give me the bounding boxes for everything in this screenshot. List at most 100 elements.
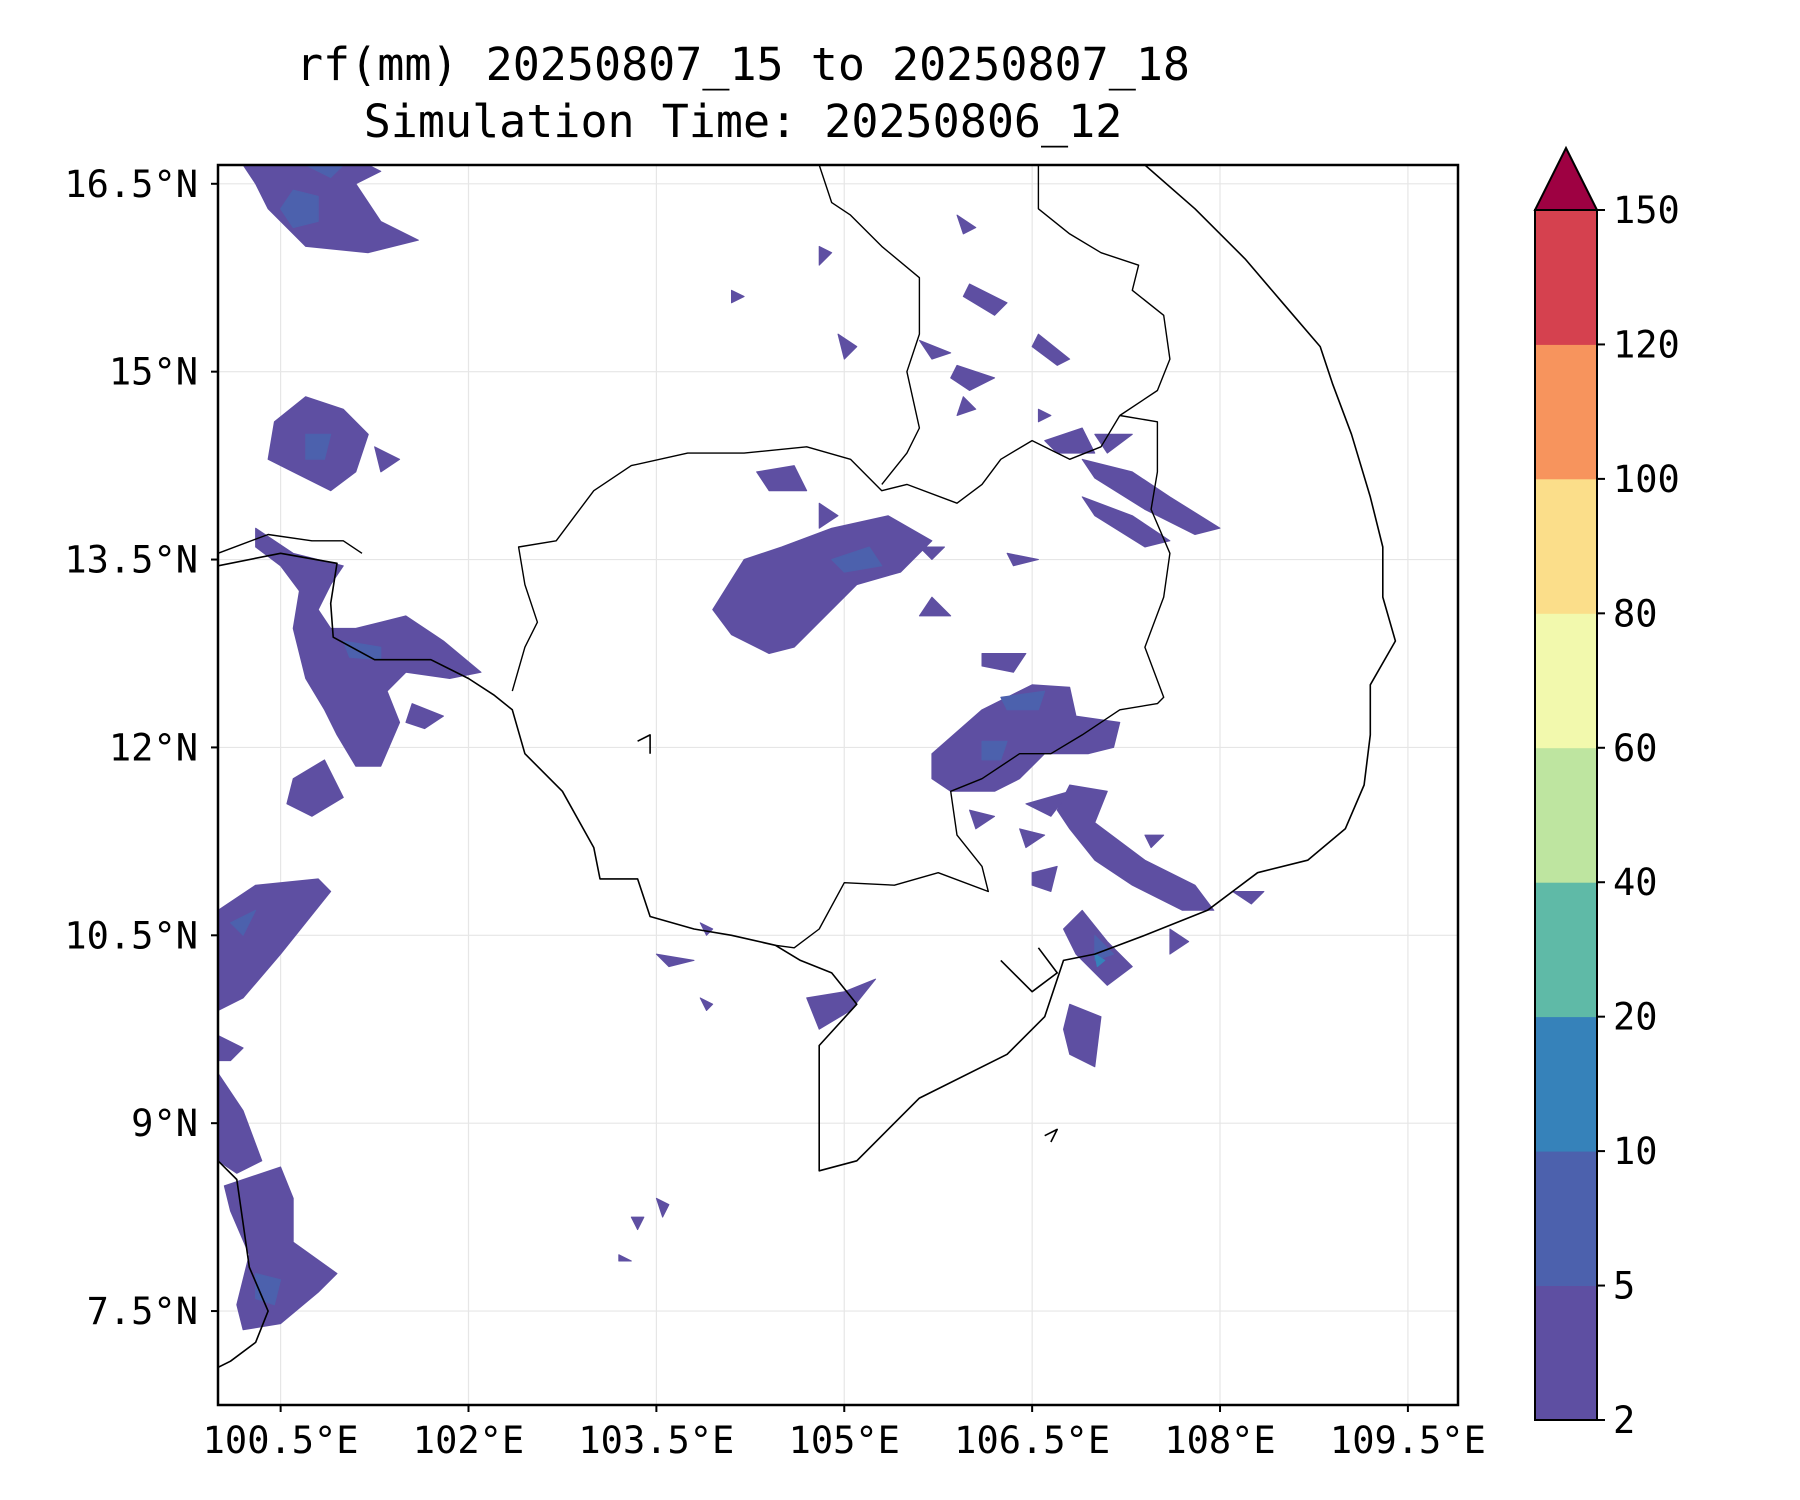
rainfall-region — [806, 978, 877, 1030]
chart-title: rf(mm) 20250807_15 to 20250807_18 — [295, 38, 1191, 91]
rainfall-region — [956, 396, 977, 416]
colorbar-tick-label: 150 — [1613, 189, 1680, 232]
colorbar-segment — [1535, 478, 1597, 614]
colorbar-tick-label: 80 — [1613, 592, 1658, 635]
rainfall-region — [1006, 552, 1039, 567]
rainfall-region — [374, 446, 401, 473]
country-border — [511, 415, 1121, 692]
rainfall-region — [837, 333, 858, 360]
colorbar-segment — [1535, 747, 1597, 883]
rainfall-region — [818, 245, 833, 266]
rainfall-region — [956, 214, 977, 235]
rainfall-region — [218, 1072, 263, 1174]
lat-tick-label: 10.5°N — [64, 914, 198, 957]
rainfall-region — [286, 759, 344, 817]
rainfall-region — [1031, 865, 1058, 892]
colorbar-tick-label: 5 — [1613, 1265, 1635, 1308]
rainfall-region — [950, 364, 996, 391]
colorbar-extend-arrow — [1533, 145, 1599, 211]
colorbar-segment — [1535, 882, 1597, 1018]
colorbar-segment — [1535, 613, 1597, 749]
rainfall-region — [1000, 690, 1046, 711]
rainfall-region — [756, 465, 808, 492]
rainfall-region — [1094, 934, 1115, 961]
colorbar-tick-label: 20 — [1613, 996, 1658, 1039]
rainfall-region — [1037, 408, 1052, 423]
colorbar-tick-label: 2 — [1613, 1399, 1635, 1442]
rainfall-region — [831, 546, 883, 573]
rainfall-region — [1169, 928, 1190, 955]
country-border — [818, 165, 921, 485]
rainfall-region — [712, 515, 933, 654]
colorbar: 2 5 10 20 40 60 80 100 120 150 — [1533, 145, 1680, 1442]
rainfall-region — [242, 165, 419, 254]
colorbar-tick-label: 10 — [1613, 1130, 1658, 1173]
colorbar-segment — [1535, 1285, 1597, 1421]
rainfall-region — [1044, 427, 1096, 454]
rainfall-region — [1094, 433, 1133, 454]
country-border — [1037, 165, 1171, 417]
longitude-axis: 100.5°E 102°E 103.5°E 105°E 106.5°E 108°E 109.… — [203, 1405, 1486, 1462]
country-border — [218, 533, 363, 554]
lat-tick-label: 7.5°N — [87, 1290, 198, 1333]
colorbar-tick-label: 120 — [1613, 323, 1680, 366]
lat-tick-label: 12°N — [109, 726, 198, 769]
rainfall-region — [1025, 790, 1071, 817]
rainfall-region — [918, 596, 952, 617]
grid-lines — [218, 165, 1458, 1405]
rainfall-region — [918, 546, 945, 560]
rainfall-region — [280, 189, 319, 229]
colorbar-segment — [1535, 344, 1597, 480]
rainfall-region — [981, 653, 1027, 673]
rainfall-region — [1063, 1003, 1102, 1068]
latitude-axis: 16.5°N 15°N 13.5°N 12°N 10.5°N 9°N 7.5°N — [64, 163, 218, 1333]
lon-tick-label: 108°E — [1164, 1419, 1275, 1462]
rainfall-region — [1081, 496, 1171, 548]
rainfall-region — [931, 684, 1121, 792]
rainfall-region — [1019, 828, 1046, 849]
map-frame — [216, 163, 1460, 1407]
rainfall-region — [230, 909, 257, 936]
rainfall-region — [218, 1035, 244, 1062]
rainfall-region — [655, 953, 695, 968]
rainfall-contours — [218, 165, 1265, 1331]
rainfall-region — [1031, 333, 1071, 366]
rainfall-region — [305, 433, 332, 460]
rainfall-region — [969, 809, 996, 830]
coastline — [1044, 1128, 1058, 1143]
rainfall-region — [1144, 834, 1165, 849]
colorbar-segment — [1535, 1151, 1597, 1286]
coastline — [637, 734, 651, 754]
rainfall-region — [630, 1216, 645, 1231]
colorbar-segment — [1535, 210, 1597, 345]
lat-tick-label: 15°N — [109, 351, 198, 394]
rainfall-region — [699, 997, 714, 1011]
country-border — [775, 414, 1171, 949]
lon-tick-label: 105°E — [789, 1419, 900, 1462]
rainfall-region — [918, 339, 952, 360]
colorbar-frame — [1534, 209, 1598, 1421]
colorbar-tick-label: 60 — [1613, 727, 1658, 770]
rainfall-region — [1094, 953, 1106, 968]
chart-subtitle: Simulation Time: 20250806_12 — [363, 95, 1123, 148]
colorbar-tick-label: 100 — [1613, 458, 1680, 501]
rainfall-region — [699, 922, 714, 936]
lat-tick-label: 9°N — [131, 1102, 198, 1145]
rainfall-region — [305, 165, 344, 178]
coastline — [218, 165, 1397, 1172]
rainfall-region — [1232, 891, 1265, 905]
rainfall-region — [405, 703, 444, 730]
coastline — [1000, 947, 1058, 993]
colorbar-tick-label: 40 — [1613, 861, 1658, 904]
rainfall-region — [962, 283, 1008, 316]
lat-tick-label: 16.5°N — [64, 163, 198, 206]
country-borders — [218, 165, 1171, 949]
rainfall-region — [223, 1166, 338, 1331]
colorbar-segment — [1535, 1016, 1597, 1152]
lon-tick-label: 100.5°E — [203, 1419, 359, 1462]
coastlines — [218, 165, 1397, 1369]
lat-tick-label: 13.5°N — [64, 539, 198, 582]
lon-tick-label: 102°E — [413, 1419, 524, 1462]
rainfall-region — [818, 502, 839, 529]
